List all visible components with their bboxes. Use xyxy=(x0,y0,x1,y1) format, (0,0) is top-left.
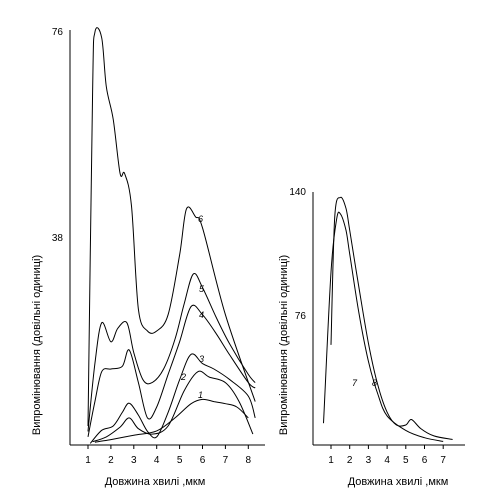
series-label-1: 1 xyxy=(198,390,203,400)
y-tick-label-76: 76 xyxy=(295,311,307,322)
y-tick-label-140: 140 xyxy=(289,187,306,198)
x-ticks-right: 1 2 3 4 5 6 7 xyxy=(328,445,446,466)
curve-labels-left: 1 2 3 4 5 6 xyxy=(180,214,205,400)
x-tick-label-3: 3 xyxy=(366,455,372,466)
series-label-7: 7 xyxy=(352,378,358,388)
y-axis-title-left: Випромінювання (довільні одиниці) xyxy=(31,255,43,435)
x-axis-title-right: Довжина хвилі ,мкм xyxy=(348,476,449,488)
x-tick-label-4: 4 xyxy=(384,455,390,466)
series-label-3: 3 xyxy=(199,354,204,364)
curves-left xyxy=(87,27,256,444)
curves-right xyxy=(323,196,453,442)
series-line-4 xyxy=(87,304,256,437)
series-label-5: 5 xyxy=(199,284,205,294)
x-tick-label-7: 7 xyxy=(440,455,446,466)
series-line-2 xyxy=(92,370,254,443)
series-line-8 xyxy=(330,196,453,440)
series-line-1 xyxy=(94,398,249,443)
x-ticks-left: 1 2 3 4 5 6 7 8 xyxy=(85,445,252,466)
series-label-6: 6 xyxy=(198,214,203,224)
x-axis-title-left: Довжина хвилі ,мкм xyxy=(105,476,206,488)
series-label-2: 2 xyxy=(180,372,186,382)
series-line-6 xyxy=(87,27,256,427)
x-tick-label-3: 3 xyxy=(131,455,137,466)
y-tick-label-38: 38 xyxy=(52,233,64,244)
x-tick-label-2: 2 xyxy=(108,455,114,466)
series-line-7 xyxy=(323,211,444,442)
x-tick-label-5: 5 xyxy=(403,455,409,466)
series-line-5 xyxy=(87,272,256,432)
x-tick-label-5: 5 xyxy=(177,455,183,466)
series-label-8: 8 xyxy=(372,378,377,388)
series-line-3 xyxy=(89,353,256,444)
chart-left: 76 38 1 2 3 4 5 6 7 8 1 2 3 4 5 6 Випромінювання (до… xyxy=(31,27,265,488)
y-tick-label-76: 76 xyxy=(52,27,64,38)
x-tick-label-1: 1 xyxy=(328,455,334,466)
x-tick-label-4: 4 xyxy=(154,455,160,466)
x-tick-label-6: 6 xyxy=(200,455,206,466)
series-label-4: 4 xyxy=(199,310,204,320)
x-tick-label-6: 6 xyxy=(422,455,428,466)
x-tick-label-7: 7 xyxy=(223,455,229,466)
x-tick-label-1: 1 xyxy=(85,455,91,466)
y-axis-title-right: Випромінювання (довільні одиниці) xyxy=(278,255,290,435)
x-tick-label-2: 2 xyxy=(347,455,353,466)
x-tick-label-8: 8 xyxy=(246,455,252,466)
